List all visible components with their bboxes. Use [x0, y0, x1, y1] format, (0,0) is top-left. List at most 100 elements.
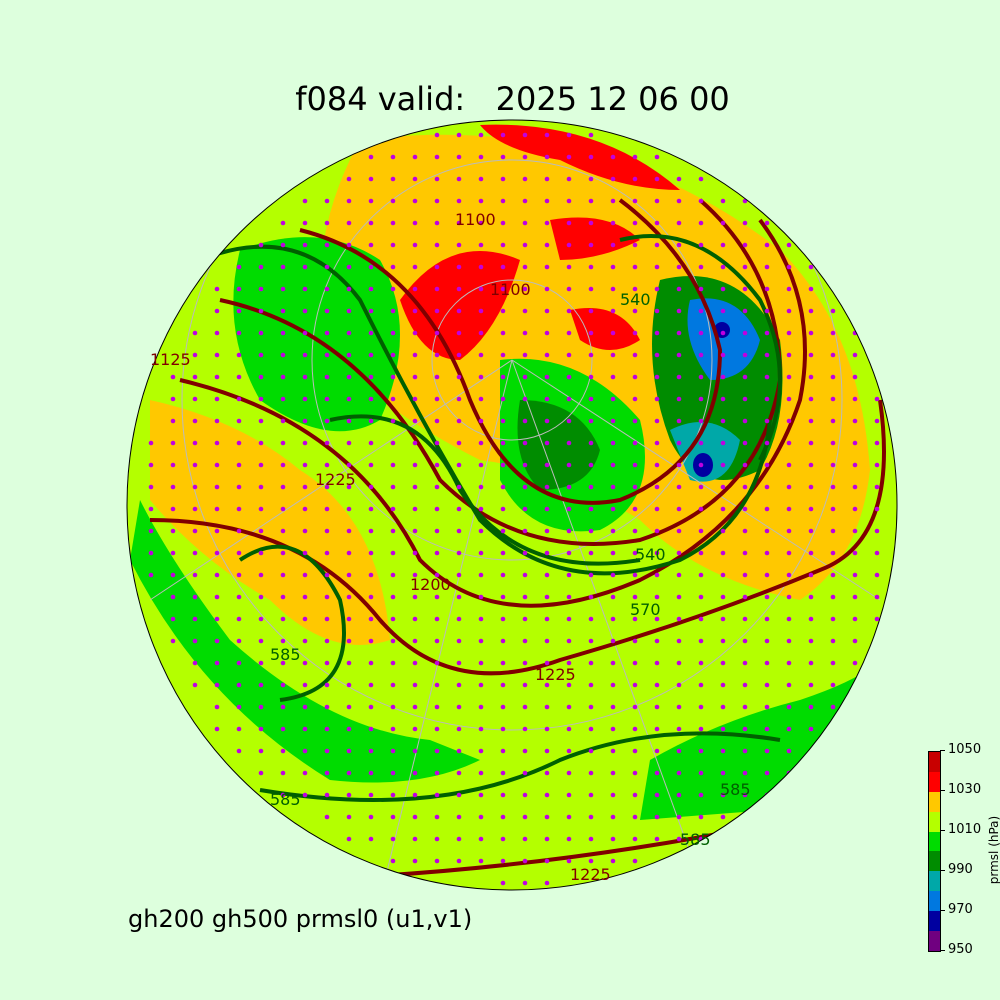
grid-point	[566, 616, 572, 622]
grid-point	[632, 682, 638, 688]
grid-point	[654, 726, 660, 732]
grid-point	[566, 198, 572, 204]
grid-point	[456, 198, 462, 204]
grid-point	[258, 264, 264, 270]
grid-point	[742, 572, 748, 578]
grid-point	[302, 396, 308, 402]
grid-point	[632, 242, 638, 248]
grid-point	[170, 396, 176, 402]
grid-point	[412, 198, 418, 204]
grid-point	[412, 418, 418, 424]
grid-point	[280, 308, 286, 314]
grid-point	[544, 616, 550, 622]
grid-point	[676, 440, 682, 446]
grid-point	[390, 220, 396, 226]
grid-point	[808, 286, 814, 292]
grid-point	[434, 132, 440, 138]
grid-point	[544, 330, 550, 336]
grid-point	[236, 308, 242, 314]
gh200-label: 1125	[150, 350, 191, 369]
grid-point	[588, 396, 594, 402]
grid-point	[368, 220, 374, 226]
grid-point	[368, 748, 374, 754]
grid-point	[830, 396, 836, 402]
grid-point	[742, 550, 748, 556]
grid-point	[632, 308, 638, 314]
grid-point	[720, 308, 726, 314]
grid-point	[192, 682, 198, 688]
grid-point	[192, 638, 198, 644]
grid-point	[676, 792, 682, 798]
grid-point	[676, 836, 682, 842]
grid-point	[456, 132, 462, 138]
grid-point	[434, 704, 440, 710]
grid-point	[214, 726, 220, 732]
grid-point	[412, 330, 418, 336]
grid-point	[544, 726, 550, 732]
grid-point	[874, 638, 880, 644]
grid-point	[566, 440, 572, 446]
grid-point	[324, 704, 330, 710]
grid-point	[764, 506, 770, 512]
grid-point	[830, 550, 836, 556]
grid-point	[588, 704, 594, 710]
grid-point	[478, 198, 484, 204]
grid-point	[896, 550, 897, 556]
grid-point	[500, 660, 506, 666]
grid-point	[698, 550, 704, 556]
grid-point	[346, 176, 352, 182]
grid-point	[302, 572, 308, 578]
grid-point	[566, 550, 572, 556]
colorbar-tick: 1050	[939, 742, 982, 757]
grid-point	[830, 308, 836, 314]
grid-point	[500, 616, 506, 622]
grid-point	[368, 572, 374, 578]
grid-point	[786, 330, 792, 336]
grid-point	[808, 330, 814, 336]
grid-point	[346, 286, 352, 292]
grid-point	[412, 770, 418, 776]
grid-point	[544, 572, 550, 578]
grid-point	[522, 770, 528, 776]
grid-point	[214, 286, 220, 292]
grid-point	[500, 506, 506, 512]
grid-point	[412, 660, 418, 666]
grid-point	[588, 726, 594, 732]
grid-point	[346, 550, 352, 556]
grid-point	[324, 792, 330, 798]
grid-point	[698, 748, 704, 754]
grid-point	[500, 858, 506, 864]
grid-point	[478, 726, 484, 732]
grid-point	[324, 440, 330, 446]
grid-point	[808, 704, 814, 710]
grid-point	[764, 572, 770, 578]
grid-point	[566, 330, 572, 336]
grid-point	[258, 440, 264, 446]
grid-point	[434, 572, 440, 578]
grid-point	[522, 286, 528, 292]
grid-point	[544, 484, 550, 490]
grid-point	[478, 770, 484, 776]
grid-point	[698, 506, 704, 512]
grid-point	[324, 572, 330, 578]
grid-point	[456, 858, 462, 864]
grid-point	[632, 550, 638, 556]
grid-point	[522, 396, 528, 402]
grid-point	[478, 352, 484, 358]
grid-point	[192, 506, 198, 512]
grid-point	[874, 462, 880, 468]
grid-point	[764, 286, 770, 292]
colorbar-segment	[929, 871, 940, 892]
grid-point	[346, 748, 352, 754]
grid-point	[544, 880, 550, 886]
grid-point	[588, 132, 594, 138]
grid-point	[676, 770, 682, 776]
grid-point	[390, 770, 396, 776]
grid-point	[654, 836, 660, 842]
grid-point	[412, 528, 418, 534]
grid-point	[434, 330, 440, 336]
grid-point	[368, 616, 374, 622]
grid-point	[412, 374, 418, 380]
grid-point	[368, 484, 374, 490]
grid-point	[456, 550, 462, 556]
